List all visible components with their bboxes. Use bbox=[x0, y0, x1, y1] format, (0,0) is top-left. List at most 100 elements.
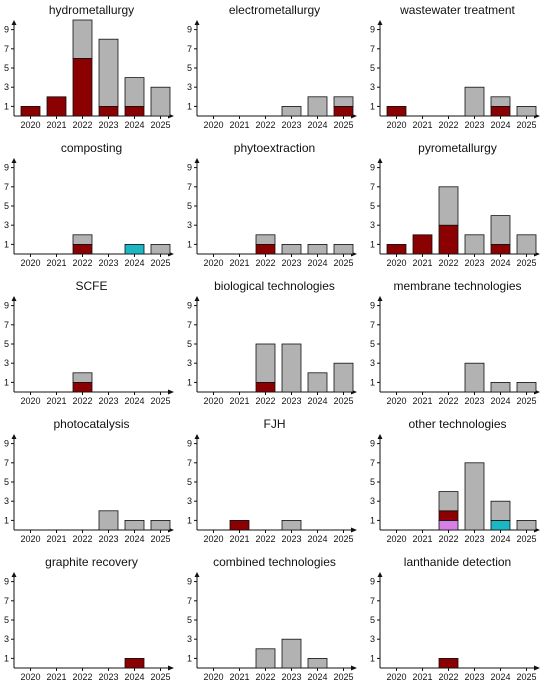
y-tick-label: 3 bbox=[370, 634, 375, 644]
bar-segment bbox=[307, 658, 328, 669]
y-tick-label: 1 bbox=[187, 239, 192, 249]
x-tick-label: 2023 bbox=[281, 534, 301, 544]
bar-chart-svg: 1 3 5 7 9 2020 2021 2022 2023 2024 2025 bbox=[187, 572, 357, 682]
x-tick-label: 2024 bbox=[124, 396, 144, 406]
bar-segment bbox=[438, 491, 459, 512]
x-tick-label: 2021 bbox=[229, 120, 249, 130]
y-tick-label: 5 bbox=[4, 63, 9, 73]
bar-segment bbox=[516, 106, 537, 117]
y-tick-label: 7 bbox=[4, 182, 9, 192]
x-tick-label: 2024 bbox=[307, 258, 327, 268]
panel-title: biological technologies bbox=[214, 279, 335, 293]
y-tick-label: 5 bbox=[187, 477, 192, 487]
y-tick-label: 3 bbox=[187, 220, 192, 230]
panel-title: hydrometallurgy bbox=[48, 3, 135, 17]
chart-panel: photocatalysis 1 3 5 7 9 2020 2021 2022 2023 2024 2… bbox=[0, 414, 183, 552]
bar-chart-svg: 1 3 5 7 9 2020 2021 2022 2023 2024 2025 bbox=[4, 434, 174, 544]
x-tick-label: 2023 bbox=[464, 534, 484, 544]
chart-panel: lanthanide detection 1 3 5 7 9 2020 2021 2022 202… bbox=[366, 552, 549, 690]
x-tick-label: 2021 bbox=[412, 396, 432, 406]
bar-segment bbox=[438, 186, 459, 226]
x-tick-label: 2025 bbox=[150, 120, 170, 130]
x-tick-label: 2021 bbox=[412, 120, 432, 130]
bar-segment bbox=[412, 234, 433, 255]
bar-chart-svg: 1 3 5 7 9 2020 2021 2022 2023 2024 2025 bbox=[4, 572, 174, 682]
y-tick-label: 1 bbox=[370, 377, 375, 387]
y-tick-label: 3 bbox=[187, 82, 192, 92]
chart-panel: SCFE 1 3 5 7 9 2020 2021 2022 2023 2024 2025 bbox=[0, 276, 183, 414]
y-tick-label: 9 bbox=[370, 439, 375, 449]
x-axis-arrow bbox=[168, 665, 174, 671]
bar-segment bbox=[386, 244, 407, 255]
bar-segment bbox=[281, 106, 302, 117]
bar-segment bbox=[255, 244, 276, 255]
bar-segment bbox=[516, 520, 537, 531]
x-tick-label: 2025 bbox=[516, 396, 536, 406]
bar-segment bbox=[20, 106, 41, 117]
y-tick-label: 7 bbox=[370, 458, 375, 468]
y-axis-arrow bbox=[11, 296, 17, 301]
y-tick-label: 5 bbox=[4, 201, 9, 211]
x-tick-label: 2024 bbox=[307, 672, 327, 682]
chart-panel: pyrometallurgy 1 3 5 7 9 2020 2021 2022 2023 2024 2… bbox=[366, 138, 549, 276]
y-tick-label: 1 bbox=[187, 515, 192, 525]
bar-chart-svg: 1 3 5 7 9 2020 2021 2022 2023 2024 2025 bbox=[187, 434, 357, 544]
x-tick-label: 2022 bbox=[72, 672, 92, 682]
chart-panel: phytoextraction 1 3 5 7 9 2020 2021 2022 2023 2024… bbox=[183, 138, 366, 276]
x-tick-label: 2023 bbox=[281, 672, 301, 682]
x-tick-label: 2021 bbox=[229, 258, 249, 268]
x-tick-label: 2023 bbox=[98, 258, 118, 268]
x-tick-label: 2025 bbox=[150, 672, 170, 682]
y-axis-arrow bbox=[11, 434, 17, 439]
y-axis-arrow bbox=[377, 158, 383, 163]
chart-panel: membrane technologies 1 3 5 7 9 2020 2021 2022 20… bbox=[366, 276, 549, 414]
bar-segment bbox=[124, 520, 145, 531]
chart-panel: biological technologies 1 3 5 7 9 2020 2021 2022… bbox=[183, 276, 366, 414]
y-tick-label: 9 bbox=[4, 577, 9, 587]
y-tick-label: 7 bbox=[370, 596, 375, 606]
y-tick-label: 5 bbox=[4, 339, 9, 349]
y-tick-label: 7 bbox=[187, 320, 192, 330]
y-axis-arrow bbox=[377, 20, 383, 25]
bar-segment bbox=[281, 638, 302, 669]
y-tick-label: 1 bbox=[4, 515, 9, 525]
bar-segment bbox=[255, 648, 276, 669]
bar-segment bbox=[98, 510, 119, 531]
x-tick-label: 2022 bbox=[72, 120, 92, 130]
bar-segment bbox=[124, 244, 145, 255]
bar-segment bbox=[307, 96, 328, 117]
bar-segment bbox=[490, 520, 511, 531]
bar-segment bbox=[490, 500, 511, 521]
x-tick-label: 2022 bbox=[438, 396, 458, 406]
x-tick-label: 2025 bbox=[516, 258, 536, 268]
y-tick-label: 5 bbox=[187, 615, 192, 625]
y-tick-label: 7 bbox=[4, 596, 9, 606]
x-tick-label: 2025 bbox=[333, 672, 353, 682]
x-tick-label: 2023 bbox=[98, 120, 118, 130]
x-tick-label: 2020 bbox=[386, 534, 406, 544]
chart-panel: electrometallurgy 1 3 5 7 9 2020 2021 2022 2023 20… bbox=[183, 0, 366, 138]
bar-segment bbox=[72, 234, 93, 245]
y-tick-label: 5 bbox=[4, 615, 9, 625]
bar-segment bbox=[464, 362, 485, 393]
y-tick-label: 3 bbox=[4, 220, 9, 230]
y-tick-label: 9 bbox=[370, 25, 375, 35]
x-tick-label: 2022 bbox=[72, 258, 92, 268]
y-tick-label: 3 bbox=[370, 496, 375, 506]
y-axis-arrow bbox=[194, 572, 200, 577]
y-tick-label: 3 bbox=[187, 358, 192, 368]
x-tick-label: 2021 bbox=[46, 258, 66, 268]
bar-chart-svg: 1 3 5 7 9 2020 2021 2022 2023 2024 2025 bbox=[4, 19, 174, 130]
x-tick-label: 2021 bbox=[412, 534, 432, 544]
x-tick-label: 2020 bbox=[386, 258, 406, 268]
x-tick-label: 2024 bbox=[490, 534, 510, 544]
y-tick-label: 9 bbox=[187, 25, 192, 35]
x-axis-arrow bbox=[351, 665, 357, 671]
y-tick-label: 7 bbox=[187, 458, 192, 468]
bar-chart-svg: 1 3 5 7 9 2020 2021 2022 2023 2024 2025 bbox=[370, 572, 540, 682]
bar-segment bbox=[464, 462, 485, 531]
bar-segment bbox=[72, 382, 93, 393]
bar-segment bbox=[124, 106, 145, 117]
panel-title: composting bbox=[60, 141, 123, 155]
y-tick-label: 7 bbox=[187, 44, 192, 54]
